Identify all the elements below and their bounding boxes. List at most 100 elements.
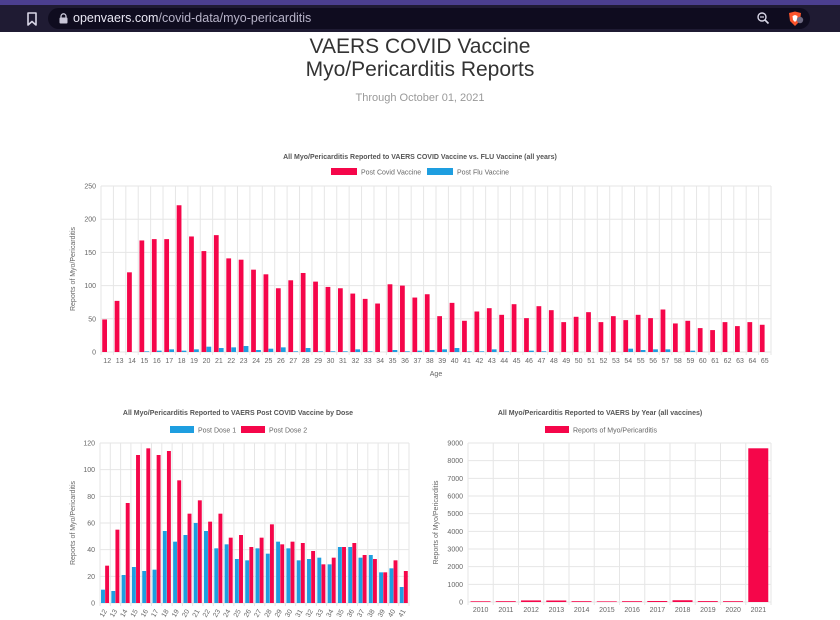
c1-bar bbox=[105, 565, 110, 603]
c1-x-tick-label: 32 bbox=[305, 608, 315, 618]
c0-bar bbox=[672, 323, 678, 352]
c0-y-tick-label: 200 bbox=[84, 217, 96, 224]
covid-vs-flu-chart-svg: All Myo/Pericarditis Reported to VAERS C… bbox=[70, 154, 772, 378]
c0-x-tick-label: 56 bbox=[649, 358, 657, 365]
c0-bar bbox=[169, 349, 175, 352]
brave-shield-icon[interactable] bbox=[786, 10, 804, 28]
c1-bar bbox=[121, 575, 126, 603]
c2-x-tick-label: 2018 bbox=[675, 607, 691, 614]
c0-bar bbox=[355, 349, 361, 352]
dose-chart-svg: All Myo/Pericarditis Reported to VAERS P… bbox=[70, 410, 410, 619]
c0-x-tick-label: 39 bbox=[438, 358, 446, 365]
url-text: openvaers.com/covid-data/myo-pericarditi… bbox=[73, 10, 311, 27]
c1-bar bbox=[317, 557, 322, 603]
zoom-icon[interactable] bbox=[756, 11, 770, 25]
c1-bar bbox=[173, 541, 178, 603]
c1-bar bbox=[331, 557, 336, 603]
c0-y-tick-label: 250 bbox=[84, 184, 96, 191]
c2-legend-label: Reports of Myo/Pericarditis bbox=[573, 428, 658, 435]
c2-x-tick-label: 2011 bbox=[498, 607, 513, 614]
c0-bar bbox=[156, 350, 162, 352]
page-title-line-1: VAERS COVID Vaccine bbox=[309, 35, 531, 58]
bookmark-icon[interactable] bbox=[24, 11, 40, 27]
c0-x-tick-label: 20 bbox=[203, 358, 211, 365]
c2-title: All Myo/Pericarditis Reported to VAERS b… bbox=[498, 410, 702, 417]
c2-y-tick-label: 8000 bbox=[447, 458, 463, 465]
c0-x-tick-label: 48 bbox=[550, 358, 558, 365]
c0-x-tick-label: 25 bbox=[265, 358, 273, 365]
c0-x-tick-label: 31 bbox=[339, 358, 347, 365]
c0-x-tick-label: 18 bbox=[178, 358, 186, 365]
c1-x-tick-label: 34 bbox=[326, 608, 336, 618]
c2-x-tick-label: 2012 bbox=[523, 607, 539, 614]
c1-bar bbox=[249, 547, 254, 603]
c0-bar bbox=[280, 347, 286, 352]
c1-x-tick-label: 13 bbox=[109, 608, 119, 618]
c1-bar bbox=[280, 544, 285, 603]
c0-bar bbox=[300, 272, 306, 352]
c1-x-tick-label: 18 bbox=[161, 608, 171, 618]
c0-x-tick-label: 43 bbox=[488, 358, 496, 365]
c1-bar bbox=[358, 557, 363, 603]
c0-bar bbox=[218, 348, 224, 352]
c0-bar bbox=[598, 322, 604, 352]
browser-toolbar: openvaers.com/covid-data/myo-pericarditi… bbox=[0, 5, 840, 32]
c0-bar bbox=[305, 348, 311, 352]
c1-x-tick-label: 20 bbox=[181, 608, 191, 618]
c0-bar bbox=[635, 314, 641, 352]
c2-x-tick-label: 2013 bbox=[549, 607, 565, 614]
c2-y-tick-label: 2000 bbox=[447, 564, 463, 571]
c0-bar bbox=[263, 274, 269, 352]
c1-bar bbox=[311, 551, 316, 603]
c2-x-tick-label: 2015 bbox=[599, 607, 615, 614]
c1-x-tick-label: 15 bbox=[130, 608, 140, 618]
c1-x-tick-label: 37 bbox=[356, 608, 366, 618]
c0-bar bbox=[293, 351, 299, 352]
c0-bar bbox=[206, 346, 212, 352]
c1-bar bbox=[187, 513, 192, 603]
c0-bar bbox=[685, 320, 691, 352]
c1-y-tick-label: 20 bbox=[87, 574, 95, 581]
c0-bar bbox=[722, 322, 728, 352]
c0-bar bbox=[275, 288, 281, 352]
c2-bar bbox=[495, 601, 516, 602]
c0-x-tick-label: 12 bbox=[103, 358, 111, 365]
c1-bar bbox=[399, 587, 404, 603]
c1-x-tick-label: 38 bbox=[367, 608, 377, 618]
c1-x-tick-label: 27 bbox=[253, 608, 263, 618]
c0-x-tick-label: 41 bbox=[463, 358, 471, 365]
c2-y-tick-label: 9000 bbox=[447, 441, 463, 448]
c0-x-tick-label: 47 bbox=[538, 358, 546, 365]
c0-x-tick-label: 33 bbox=[364, 358, 372, 365]
c1-x-tick-label: 39 bbox=[377, 608, 387, 618]
c1-y-tick-label: 80 bbox=[87, 494, 95, 501]
c0-bar bbox=[573, 316, 579, 352]
url-domain: openvaers.com bbox=[73, 11, 159, 25]
c0-bar bbox=[342, 351, 348, 352]
c2-bar bbox=[723, 601, 744, 602]
c0-bar bbox=[610, 316, 616, 352]
c0-bar bbox=[474, 311, 480, 352]
c0-bar bbox=[561, 322, 567, 352]
c0-x-tick-label: 38 bbox=[426, 358, 434, 365]
address-bar[interactable]: openvaers.com/covid-data/myo-pericarditi… bbox=[48, 8, 810, 29]
c0-x-tick-label: 62 bbox=[724, 358, 732, 365]
c0-bar bbox=[194, 349, 199, 352]
c0-x-tick-label: 49 bbox=[562, 358, 570, 365]
c2-bar bbox=[647, 601, 668, 602]
c1-legend-swatch bbox=[170, 426, 194, 433]
c1-x-tick-label: 17 bbox=[150, 608, 160, 618]
c1-bar bbox=[131, 567, 136, 603]
c0-bar bbox=[747, 322, 753, 352]
c0-bar bbox=[429, 350, 435, 352]
c0-bar bbox=[176, 205, 182, 352]
c1-bar bbox=[193, 523, 198, 603]
c0-bar bbox=[710, 330, 715, 352]
c0-bar bbox=[628, 348, 634, 352]
c1-legend-label: Post Dose 1 bbox=[198, 428, 236, 435]
c0-bar bbox=[697, 328, 703, 352]
c2-y-tick-label: 1000 bbox=[447, 582, 463, 589]
c2-bar bbox=[546, 600, 567, 602]
lock-icon[interactable] bbox=[58, 13, 69, 24]
c1-y-tick-label: 0 bbox=[91, 601, 95, 608]
